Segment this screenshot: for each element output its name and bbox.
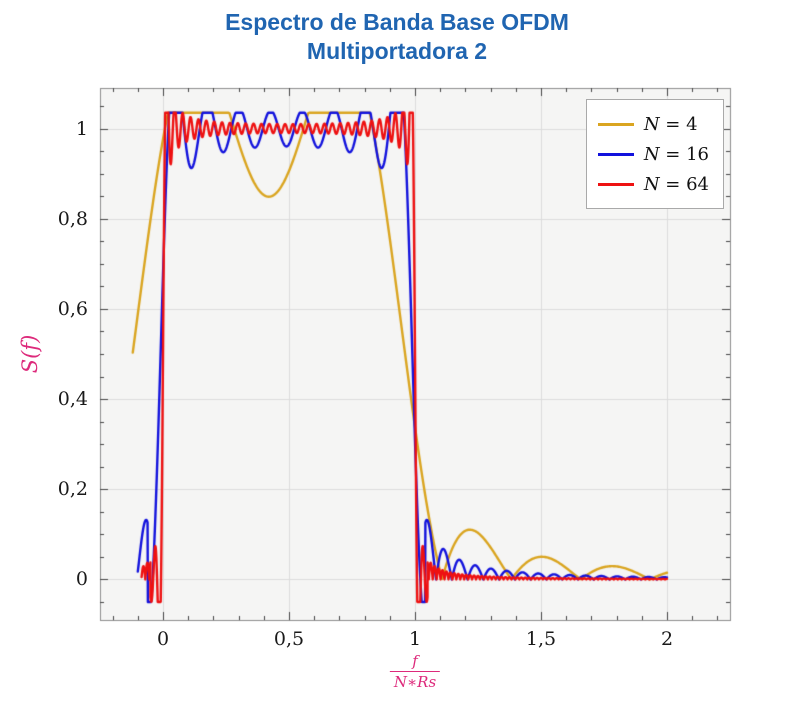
y-tick-label: 1: [75, 117, 88, 140]
legend-entry: N = 64: [597, 169, 709, 199]
x-tick-label: 1: [408, 628, 422, 650]
y-tick-label: 0,4: [57, 388, 88, 411]
y-tick-label: 0: [75, 568, 88, 591]
x-tick-label: 0,5: [273, 628, 305, 650]
x-axis-label-denominator: N∗Rs: [389, 671, 441, 691]
legend-line-swatch: [597, 122, 634, 126]
legend-entry: N = 16: [597, 139, 709, 169]
y-tick-label: 0,8: [57, 207, 88, 230]
y-tick-label: 0,6: [57, 297, 88, 320]
x-axis-label-numerator: f: [412, 652, 418, 670]
legend-entry: N = 4: [597, 109, 709, 139]
legend-label: N = 4: [643, 113, 698, 135]
x-tick-label: 2: [660, 628, 674, 650]
legend-label: N = 16: [643, 143, 709, 165]
legend-label: N = 64: [643, 173, 709, 195]
x-tick-label: 0: [156, 628, 170, 650]
legend-line-swatch: [597, 152, 634, 156]
legend-line-swatch: [597, 182, 634, 186]
legend: N = 4 N = 16 N = 64: [585, 99, 724, 209]
y-axis-label: S(f): [18, 334, 42, 374]
x-tick-label: 1,5: [525, 628, 557, 650]
y-tick-label: 0,2: [57, 478, 88, 501]
x-axis-label: f N∗Rs: [389, 652, 441, 691]
